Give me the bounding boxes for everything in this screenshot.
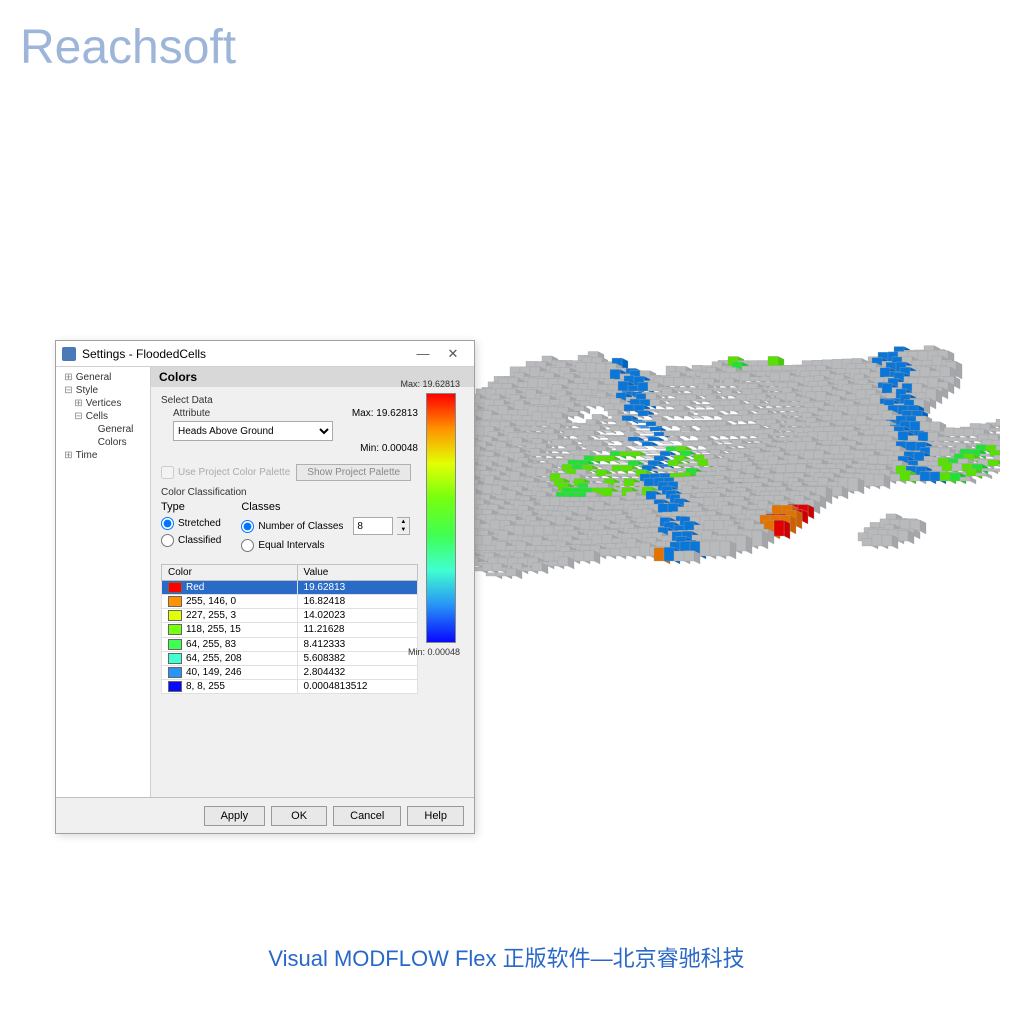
dialog-titlebar[interactable]: Settings - FloodedCells — ✕ [56, 341, 474, 367]
classification-label: Color Classification [161, 487, 418, 498]
color-table[interactable]: Color Value Red19.62813255, 146, 016.824… [161, 564, 418, 694]
table-row[interactable]: 255, 146, 016.82418 [162, 595, 418, 609]
table-row[interactable]: Red19.62813 [162, 581, 418, 595]
spinner-down-icon[interactable]: ▼ [397, 526, 409, 534]
gradient-min-label: Min: 0.00048 [408, 647, 460, 657]
tree-item[interactable]: ⊞ Time [60, 449, 146, 462]
gradient-max-label: Max: 19.62813 [400, 379, 460, 389]
use-project-palette-label: Use Project Color Palette [178, 467, 290, 478]
attribute-select[interactable]: Heads Above Ground [173, 421, 333, 441]
apply-button[interactable]: Apply [204, 806, 266, 826]
tree-item[interactable]: ⊞ Vertices [60, 397, 146, 410]
table-row[interactable]: 227, 255, 314.02023 [162, 609, 418, 623]
minimize-button[interactable]: — [408, 344, 438, 364]
tree-item[interactable]: ⊞ General [60, 371, 146, 384]
settings-tree[interactable]: ⊞ General⊟ Style⊞ Vertices⊟ Cells Genera… [56, 367, 151, 797]
table-row[interactable]: 8, 8, 2550.0004813512 [162, 679, 418, 693]
dialog-title: Settings - FloodedCells [82, 347, 206, 361]
attribute-label: Attribute [161, 408, 231, 419]
gradient-bar [426, 393, 456, 643]
max-value: 19.62813 [376, 408, 418, 419]
close-button[interactable]: ✕ [438, 344, 468, 364]
value-header: Value [297, 565, 417, 581]
spinner-up-icon[interactable]: ▲ [397, 518, 409, 526]
min-label: Min: [360, 443, 379, 454]
table-row[interactable]: 118, 255, 1511.21628 [162, 623, 418, 637]
help-button[interactable]: Help [407, 806, 464, 826]
settings-dialog: Settings - FloodedCells — ✕ ⊞ General⊟ S… [55, 340, 475, 834]
classes-equal-radio[interactable]: Equal Intervals [241, 539, 410, 552]
type-classified-radio[interactable]: Classified [161, 534, 221, 547]
classes-spinner[interactable]: 8 [353, 517, 393, 535]
min-value: 0.00048 [382, 443, 418, 454]
dialog-button-bar: Apply OK Cancel Help [56, 797, 474, 833]
table-row[interactable]: 64, 255, 838.412333 [162, 637, 418, 651]
type-label: Type [161, 501, 221, 513]
use-project-palette-checkbox[interactable] [161, 466, 174, 479]
select-data-label: Select Data [161, 395, 231, 406]
tree-item[interactable]: ⊟ Cells [60, 410, 146, 423]
table-row[interactable]: 64, 255, 2085.608382 [162, 651, 418, 665]
tree-item[interactable]: General [60, 423, 146, 436]
cancel-button[interactable]: Cancel [333, 806, 401, 826]
gradient-legend: Max: 19.62813 Min: 0.00048 [426, 393, 456, 643]
dialog-icon [62, 347, 76, 361]
tree-item[interactable]: ⊟ Style [60, 384, 146, 397]
tree-item[interactable]: Colors [60, 436, 146, 449]
watermark-text: Reachsoft [20, 20, 236, 75]
classes-label: Classes [241, 501, 410, 513]
type-stretched-radio[interactable]: Stretched [161, 517, 221, 530]
show-project-palette-button[interactable]: Show Project Palette [296, 464, 411, 481]
color-header: Color [162, 565, 298, 581]
max-label: Max: [352, 408, 374, 419]
ok-button[interactable]: OK [271, 806, 327, 826]
classes-number-radio[interactable]: Number of Classes 8 ▲▼ [241, 517, 410, 535]
table-row[interactable]: 40, 149, 2462.804432 [162, 665, 418, 679]
footer-caption: Visual MODFLOW Flex 正版软件—北京睿驰科技 [268, 941, 744, 973]
